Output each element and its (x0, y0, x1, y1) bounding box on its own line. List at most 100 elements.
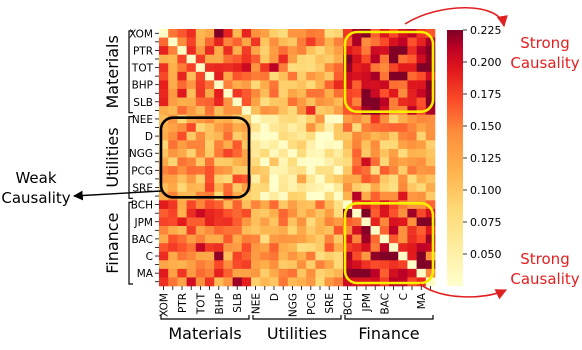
heatmap-cell (324, 200, 335, 210)
heatmap-cell (168, 71, 178, 81)
heatmap-cell (398, 37, 408, 47)
heatmap-cell (370, 80, 381, 90)
heatmap-cell (389, 208, 399, 218)
heatmap-cell (416, 251, 427, 261)
heatmap-cell (168, 80, 178, 90)
heatmap-cell (370, 54, 381, 64)
heatmap-cell (416, 63, 427, 73)
heatmap-cell (306, 29, 316, 38)
heatmap-cell (287, 140, 298, 150)
heatmap-cell (297, 37, 307, 47)
heatmap-cell (315, 243, 325, 253)
heatmap-cell (260, 226, 270, 235)
heatmap-cell (205, 234, 215, 244)
heatmap-cell (343, 268, 353, 278)
heatmap-cell (416, 243, 427, 253)
heatmap-cell (241, 106, 252, 115)
heatmap-cell (241, 88, 252, 98)
heatmap-cell (343, 71, 353, 81)
heatmap-cell (241, 29, 252, 38)
heatmap-cell (260, 208, 270, 218)
heatmap-cell (306, 54, 316, 64)
heatmap-cell (333, 243, 344, 253)
heatmap-cell (389, 200, 399, 210)
heatmap-cell (168, 54, 178, 64)
heatmap-cell (241, 217, 252, 227)
row-label: D (145, 131, 153, 143)
heatmap-cell (278, 71, 289, 81)
heatmap-cell (186, 71, 197, 81)
col-label: BCH (343, 293, 355, 315)
heatmap-cell (205, 88, 215, 98)
heatmap-cell (223, 97, 233, 107)
heatmap-cell (251, 226, 261, 235)
heatmap-cell (379, 114, 390, 124)
heatmap-cell (159, 131, 169, 141)
heatmap-cell (223, 63, 233, 73)
heatmap-cell (269, 140, 279, 150)
heatmap-cell (232, 200, 243, 210)
heatmap-cell (195, 46, 206, 55)
heatmap-cell (425, 166, 436, 175)
heatmap-cell (168, 157, 178, 167)
heatmap-cell (370, 226, 381, 235)
heatmap-cell (278, 251, 289, 261)
heatmap-cell (241, 243, 252, 253)
col-group-bracket (344, 315, 434, 320)
heatmap-cell (333, 80, 344, 90)
heatmap-cell (352, 54, 362, 64)
heatmap-cell (168, 140, 178, 150)
heatmap-cell (407, 71, 417, 81)
heatmap-cell (232, 268, 243, 278)
heatmap-cell (287, 106, 298, 115)
heatmap-cell (205, 166, 215, 175)
heatmap-cell (241, 234, 252, 244)
heatmap-cell (168, 217, 178, 227)
heatmap-cell (407, 123, 417, 133)
heatmap-cell (416, 37, 427, 47)
heatmap-cell (306, 46, 316, 55)
heatmap-cell (269, 217, 279, 227)
heatmap-cell (269, 268, 279, 278)
heatmap-cell (251, 174, 261, 184)
heatmap-cell (269, 80, 279, 90)
heatmap-cell (260, 183, 270, 193)
heatmap-cell (416, 54, 427, 64)
heatmap-cell (205, 208, 215, 218)
heatmap-cell (370, 260, 381, 270)
heatmap-cell (177, 243, 187, 253)
heatmap-cell (352, 29, 362, 38)
heatmap-cell (232, 106, 243, 115)
heatmap-cell (287, 166, 298, 175)
heatmap-cell (379, 234, 390, 244)
heatmap-cell (333, 63, 344, 73)
heatmap-cell (186, 260, 197, 270)
heatmap-cell (352, 63, 362, 73)
heatmap-cell (352, 114, 362, 124)
heatmap-cell (278, 234, 289, 244)
heatmap-cell (297, 63, 307, 73)
heatmap-cell (214, 54, 224, 64)
heatmap-cell (260, 123, 270, 133)
heatmap-cell (260, 243, 270, 253)
heatmap-cell (389, 234, 399, 244)
heatmap-cell (425, 63, 436, 73)
heatmap-cell (425, 71, 436, 81)
heatmap-cell (315, 174, 325, 184)
heatmap-cell (260, 260, 270, 270)
heatmap-cell (251, 80, 261, 90)
heatmap-cell (398, 183, 408, 193)
heatmap-cell (407, 166, 417, 175)
heatmap-cell (333, 166, 344, 175)
heatmap-cell (379, 140, 390, 150)
heatmap-cell (177, 200, 187, 210)
heatmap-cell (195, 208, 206, 218)
heatmap-cell (260, 140, 270, 150)
heatmap-cell (159, 114, 169, 124)
heatmap-cell (425, 183, 436, 193)
heatmap-cell (278, 260, 289, 270)
heatmap-cell (205, 148, 215, 158)
heatmap-cell (287, 251, 298, 261)
heatmap-cell (223, 243, 233, 253)
heatmap-cell (260, 234, 270, 244)
